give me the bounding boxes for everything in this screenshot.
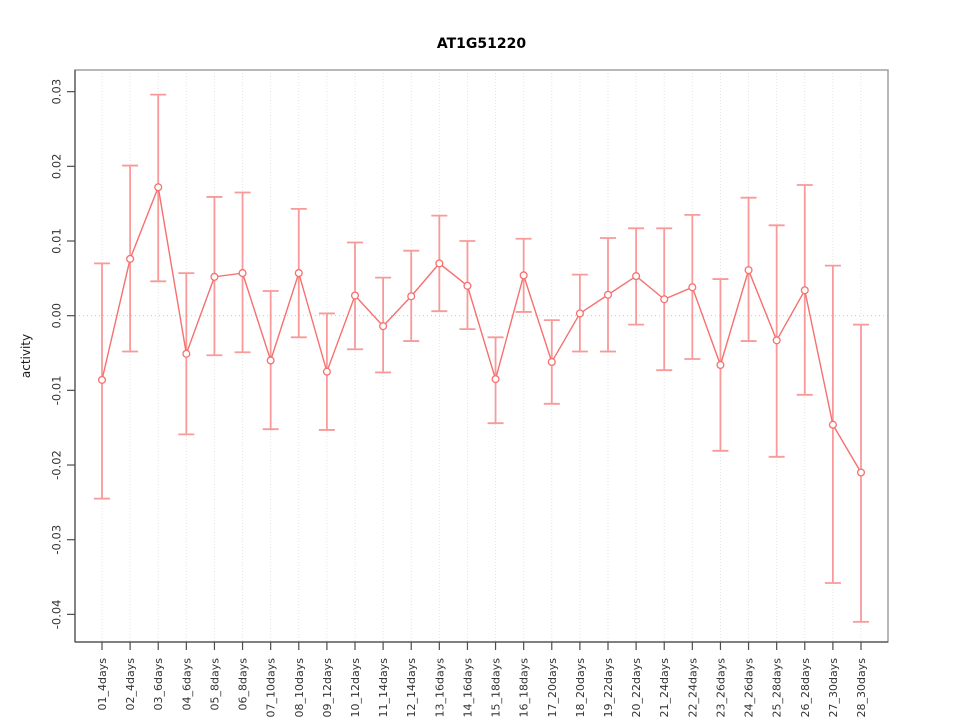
x-tick-label: 02_4days bbox=[124, 658, 137, 711]
x-tick-label: 03_6days bbox=[152, 658, 165, 711]
data-point bbox=[603, 290, 613, 299]
chart-title: AT1G51220 bbox=[436, 36, 527, 52]
y-tick-label: 0.00 bbox=[50, 303, 64, 329]
data-point bbox=[379, 322, 388, 331]
data-point bbox=[575, 309, 584, 318]
data-point bbox=[210, 272, 219, 281]
data-point bbox=[519, 271, 528, 280]
x-tick-label: 18_20days bbox=[574, 658, 587, 718]
y-axis-ticks bbox=[67, 91, 75, 615]
y-tick-label: -0.03 bbox=[50, 525, 64, 555]
plot-box bbox=[74, 69, 889, 643]
data-point bbox=[688, 283, 697, 292]
data-point bbox=[856, 468, 866, 477]
y-tick-label: 0.03 bbox=[50, 79, 64, 105]
data-point bbox=[632, 272, 641, 281]
data-point bbox=[238, 269, 247, 278]
y-tick-labels: 0.03 0.02 0.01 0.00 -0.01 -0.02 -0.03 -0.04 bbox=[50, 79, 64, 629]
data-points bbox=[97, 183, 866, 477]
x-tick-label: 22_24days bbox=[686, 658, 699, 718]
data-point bbox=[744, 266, 753, 275]
data-point bbox=[800, 286, 809, 295]
x-tick-label: 04_6days bbox=[180, 658, 193, 711]
x-tick-label: 24_26days bbox=[743, 658, 756, 718]
data-point bbox=[97, 375, 107, 384]
error-bars bbox=[94, 93, 869, 623]
data-point bbox=[435, 259, 444, 268]
y-tick-label: 0.02 bbox=[50, 154, 64, 180]
x-tick-label: 09_12days bbox=[321, 658, 334, 718]
x-tick-label: 16_18days bbox=[518, 658, 531, 718]
data-point bbox=[182, 349, 191, 358]
x-tick-label: 13_16days bbox=[433, 658, 446, 718]
series-polyline bbox=[101, 184, 862, 473]
y-tick-label: -0.01 bbox=[50, 375, 64, 405]
x-tick-label: 28_30days bbox=[855, 658, 868, 718]
data-point bbox=[407, 292, 416, 301]
x-tick-label: 21_24days bbox=[658, 658, 671, 718]
data-point bbox=[828, 420, 837, 429]
x-tick-label: 11_14days bbox=[377, 658, 390, 718]
data-point bbox=[322, 367, 331, 376]
data-point bbox=[463, 281, 472, 290]
x-tick-label: 19_22days bbox=[602, 658, 615, 718]
x-tick-label: 15_18days bbox=[490, 658, 503, 718]
x-tick-label: 08_10days bbox=[293, 658, 306, 718]
y-tick-label: -0.02 bbox=[50, 450, 64, 480]
x-tick-label: 01_4days bbox=[96, 658, 109, 711]
data-point bbox=[716, 360, 725, 370]
x-tick-label: 07_10days bbox=[265, 658, 278, 718]
y-tick-label: 0.01 bbox=[50, 228, 64, 254]
data-point bbox=[772, 336, 781, 345]
series-line bbox=[101, 184, 862, 473]
x-tick-label: 05_8days bbox=[208, 658, 221, 711]
data-point bbox=[491, 375, 500, 384]
data-point bbox=[660, 295, 669, 304]
x-tick-label: 17_20days bbox=[546, 658, 559, 718]
data-point bbox=[350, 291, 360, 300]
y-tick-label: -0.04 bbox=[50, 599, 64, 629]
x-tick-label: 14_16days bbox=[461, 658, 474, 718]
x-tick-label: 26_28days bbox=[799, 658, 812, 718]
x-tick-label: 10_12days bbox=[349, 658, 362, 718]
x-tick-label: 20_22days bbox=[630, 658, 643, 718]
x-tick-label: 12_14days bbox=[405, 658, 418, 718]
data-point bbox=[154, 183, 163, 192]
data-point bbox=[294, 269, 303, 278]
data-point bbox=[126, 254, 135, 263]
x-tick-label: 06_8days bbox=[237, 658, 250, 711]
x-tick-label: 23_26days bbox=[714, 658, 727, 718]
data-point bbox=[266, 356, 275, 365]
x-axis-ticks bbox=[101, 642, 862, 650]
x-tick-labels: 01_4days 02_4days 03_6days 04_6days 05_8days… bbox=[96, 658, 868, 718]
x-tick-label: 25_28days bbox=[771, 658, 784, 718]
plot-border bbox=[74, 69, 889, 643]
x-tick-label: 27_30days bbox=[827, 658, 840, 718]
data-point bbox=[547, 357, 556, 367]
